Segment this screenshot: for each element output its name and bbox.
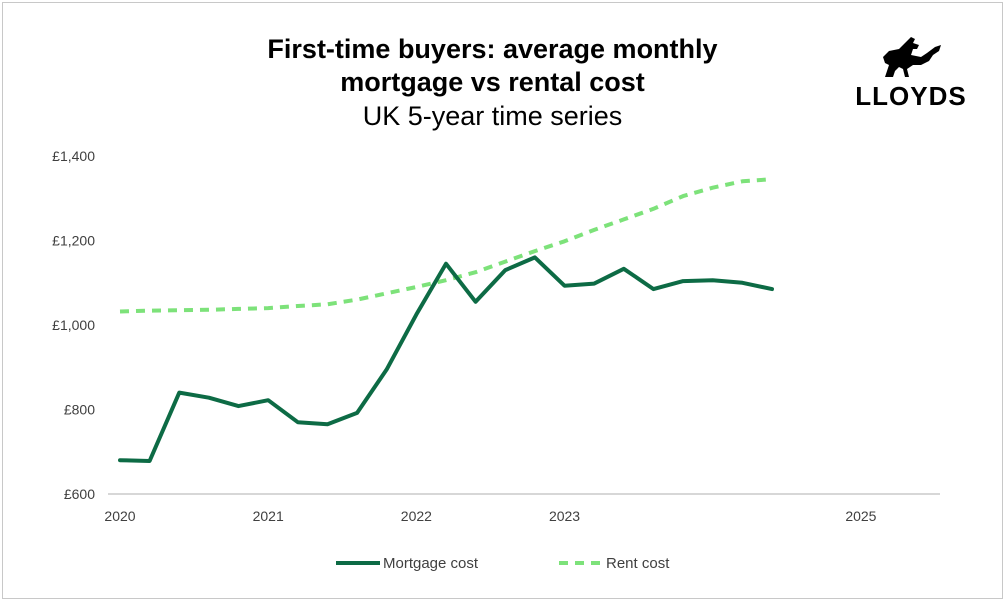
mortgage-series-line [118,255,774,463]
legend-mortgage: Mortgage cost [336,555,479,572]
y-axis: £600 £800 £1,000 £1,200 £1,400 [52,148,95,502]
series-layer [118,177,774,463]
chart-title-line2: mortgage vs rental cost [340,67,645,97]
y-tick-label: £1,200 [52,233,95,249]
y-tick-label: £1,400 [52,148,95,164]
y-tick-label: £1,000 [52,317,95,333]
chart-title-block: First-time buyers: average monthly mortg… [3,33,997,133]
legend-label: Mortgage cost [383,555,479,572]
x-tick-label: 2020 [104,508,135,524]
black-horse-icon [883,37,941,77]
x-tick-label: 2022 [401,508,432,524]
x-axis: 2020 2021 2022 2023 2025 [104,508,876,524]
x-tick-label: 2025 [845,508,876,524]
y-tick-label: £600 [64,486,95,502]
rent-series-line [119,177,773,314]
chart-title: First-time buyers: average monthly [267,34,718,64]
lloyds-logo: LLOYDS [855,33,975,113]
y-tick-label: £800 [64,402,95,418]
chart-svg: £600£800£1,000£1,200£1,400 2020 2021 2022 2… [52,148,940,572]
x-tick-label: 2023 [549,508,580,524]
legend-rent: Rent cost [559,555,670,572]
legend-label: Rent cost [606,555,670,572]
chart-subtitle: UK 5-year time series [362,101,623,131]
brand-name: LLOYDS [855,81,967,111]
legend: Mortgage cost Rent cost [336,555,670,572]
x-tick-label: 2021 [253,508,284,524]
